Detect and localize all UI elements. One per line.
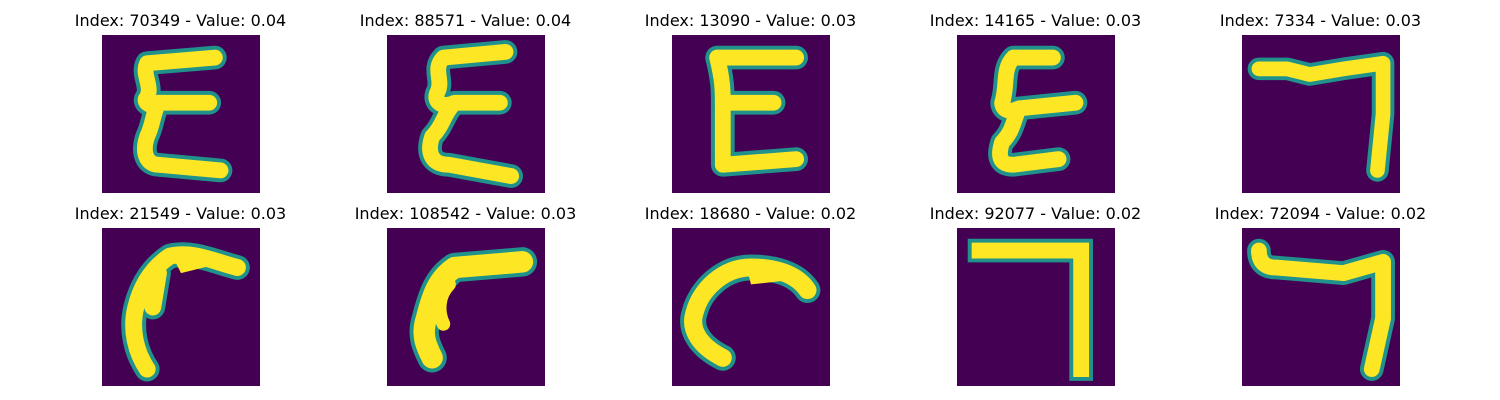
image-panel: Index: 72094 - Value: 0.02 [1178,193,1463,386]
glyph-stroke [133,45,233,183]
digit-image [957,228,1115,386]
digit-image [1242,35,1400,193]
glyph-stroke [409,247,538,373]
image-panel: Index: 13090 - Value: 0.03 [608,0,893,193]
image-panel: Index: 7334 - Value: 0.03 [1178,0,1463,193]
glyph-stroke [967,238,1093,381]
glyph-stroke [988,45,1088,177]
digit-image [957,35,1115,193]
digit-image [672,35,830,193]
digit-image [387,228,545,386]
glyph-stroke [705,45,808,177]
glyph-stroke [121,242,250,382]
image-panel: Index: 108542 - Value: 0.03 [323,193,608,386]
glyph-stroke [1247,51,1395,182]
glyph-stroke [1247,238,1395,381]
panel-title: Index: 18680 - Value: 0.02 [644,204,857,223]
panel-title: Index: 7334 - Value: 0.03 [1219,11,1422,30]
digit-image [102,35,260,193]
panel-title: Index: 72094 - Value: 0.02 [1214,204,1427,223]
digit-image [672,228,830,386]
panel-title: Index: 92077 - Value: 0.02 [929,204,1142,223]
image-panel: Index: 70349 - Value: 0.04 [38,0,323,193]
image-panel: Index: 18680 - Value: 0.02 [608,193,893,386]
digit-image [102,228,260,386]
panel-title: Index: 108542 - Value: 0.03 [354,204,577,223]
image-panel: Index: 88571 - Value: 0.04 [323,0,608,193]
image-panel: Index: 92077 - Value: 0.02 [893,193,1178,386]
glyph-stroke [680,254,821,371]
glyph-stroke [418,40,523,188]
panel-title: Index: 14165 - Value: 0.03 [929,11,1142,30]
digit-image [1242,228,1400,386]
panel-title: Index: 21549 - Value: 0.03 [74,204,287,223]
digit-image [387,35,545,193]
panel-title: Index: 13090 - Value: 0.03 [644,11,857,30]
panel-title: Index: 70349 - Value: 0.04 [74,11,287,30]
image-panel: Index: 14165 - Value: 0.03 [893,0,1178,193]
panel-title: Index: 88571 - Value: 0.04 [359,11,572,30]
image-panel: Index: 21549 - Value: 0.03 [38,193,323,386]
